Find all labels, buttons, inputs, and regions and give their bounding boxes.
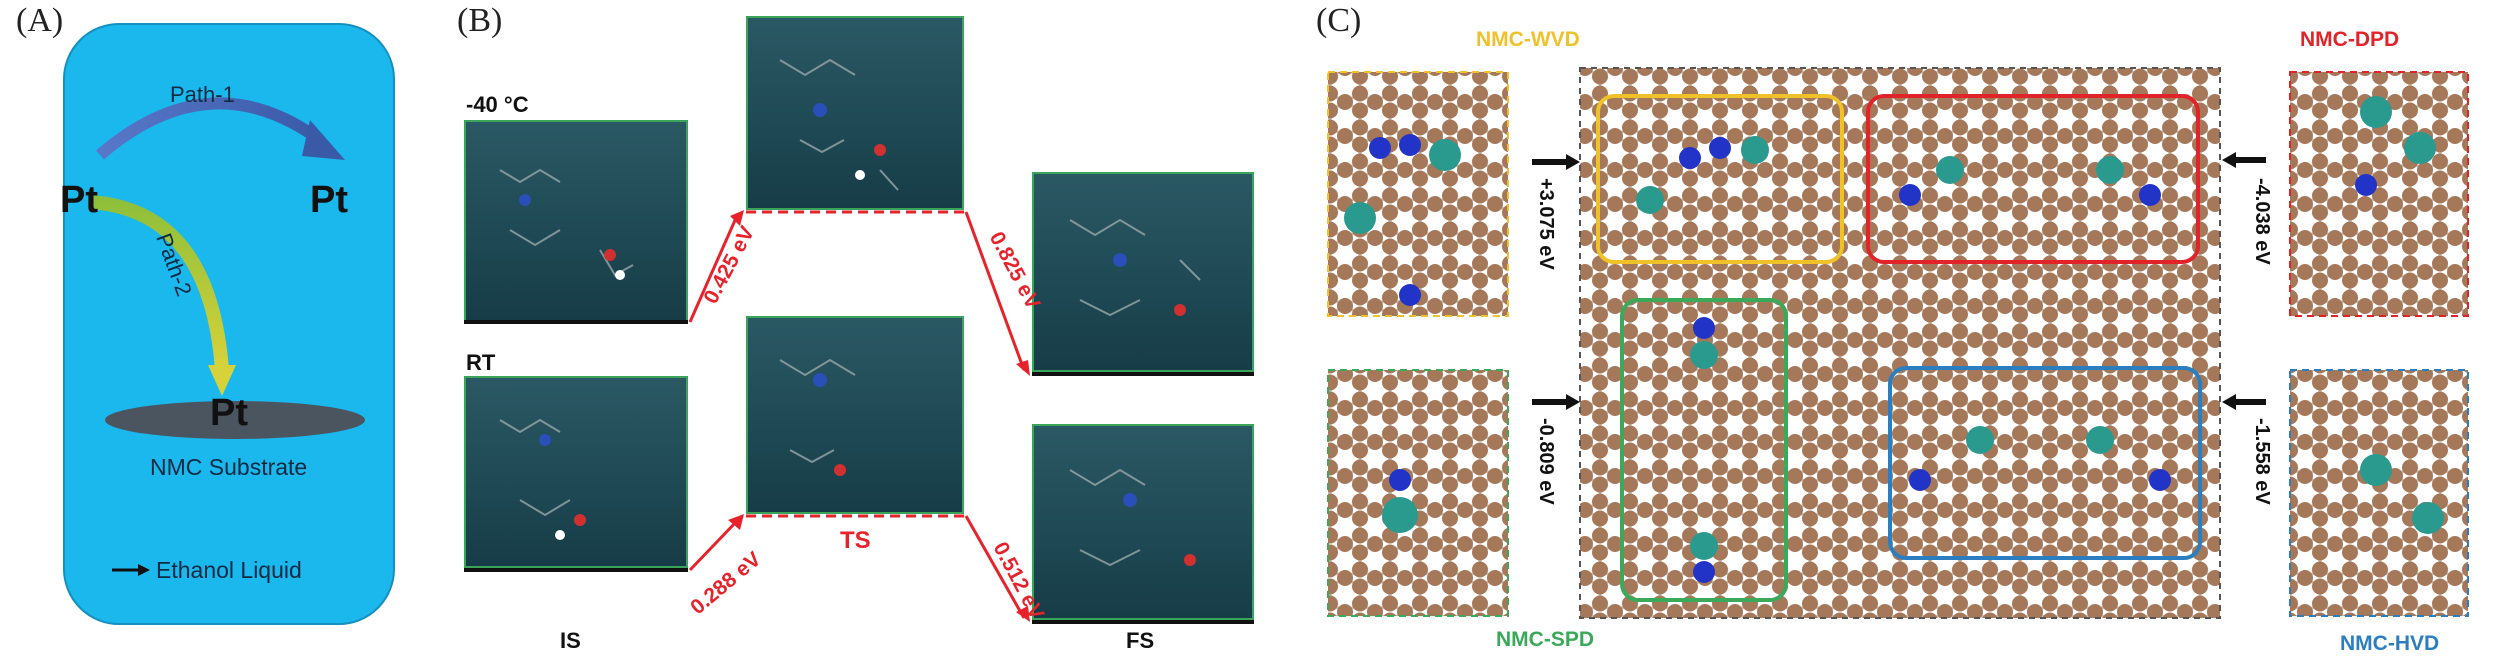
wvd-label: NMC-WVD: [1476, 28, 1580, 51]
panel-c-label: (C): [1316, 2, 1362, 39]
condition-rt: RT: [466, 350, 496, 375]
hvd-defect-box: [1888, 366, 2202, 560]
fs-lower-structure: [1032, 424, 1254, 620]
upper-drop-energy: 0.825 eV: [985, 228, 1045, 313]
dpd-inset-frame: [2289, 71, 2469, 317]
legend-label: Ethanol Liquid: [156, 557, 302, 583]
hvd-label: NMC-HVD: [2340, 632, 2439, 655]
path2-arrowhead: [208, 365, 236, 396]
hvd-inset: [2290, 370, 2468, 616]
molecule-sketches: [499, 58, 1201, 567]
lower-barrier-arrow: [688, 520, 738, 572]
dpd-energy: -4.038 eV: [2251, 178, 2273, 265]
upper-barrier-arrow: [688, 217, 738, 323]
condition-low-temp: -40 °C: [466, 92, 529, 117]
substrate-disk: [105, 401, 365, 439]
wvd-inset-frame: [1327, 71, 1509, 317]
pt-right-label: Pt: [310, 179, 348, 221]
panel-a: Path-1 Path-2 Pt Pt Pt NMC Substrate Eth…: [60, 23, 395, 625]
spd-inset-frame: [1327, 369, 1509, 617]
is-upper-structure: [464, 120, 688, 322]
path1-label: Path-1: [170, 82, 235, 107]
wvd-defect-box: [1596, 94, 1844, 264]
stage-fs: FS: [1126, 628, 1154, 653]
upper-barrier-arrowhead: [730, 210, 744, 226]
hvd-energy: -1.558 eV: [2251, 418, 2273, 505]
stage-ts: TS: [840, 527, 871, 554]
spd-energy: -0.809 eV: [1535, 418, 1557, 505]
spd-inset: [1328, 370, 1508, 616]
upper-drop-arrow: [964, 211, 1026, 371]
dopant-atoms: [1344, 96, 2444, 583]
panel-b-label: (B): [457, 2, 503, 39]
atom-dots: [519, 103, 1196, 566]
dpd-label: NMC-DPD: [2300, 28, 2399, 51]
hvd-arrowhead: [2222, 394, 2236, 410]
lower-drop-arrowhead: [1016, 606, 1030, 622]
spd-defect-box: [1620, 298, 1788, 602]
spd-arrowhead: [1566, 394, 1580, 410]
lower-barrier-arrowhead: [728, 514, 744, 530]
panel-b-overlay: 0.425 eV 0.825 eV 0.288 eV 0.512 eV IS T…: [464, 58, 1254, 653]
upper-drop-arrowhead: [1016, 360, 1030, 376]
path1-arrow: [96, 97, 324, 160]
main-graphene-sheet: [1580, 68, 2220, 618]
ts-upper-structure: [746, 16, 964, 210]
panel-a-background: [63, 23, 395, 625]
dpd-arrowhead: [2222, 152, 2236, 168]
path1-arrowhead: [302, 120, 345, 160]
is-lower-structure: [464, 376, 688, 568]
path2-arrow: [89, 195, 229, 371]
stage-is: IS: [560, 628, 581, 653]
legend-arrowhead: [138, 564, 150, 576]
pt-left-label: Pt: [60, 179, 98, 221]
hvd-inset-frame: [2289, 369, 2469, 617]
wvd-arrowhead: [1566, 154, 1580, 170]
pt-bottom-label: Pt: [210, 392, 248, 434]
panel-c: +3.075 eV -0.809 eV -4.038 eV -1.558 eV …: [1327, 28, 2469, 655]
panel-a-label: (A): [16, 2, 64, 39]
lower-drop-arrow: [964, 515, 1026, 619]
ts-lower-structure: [746, 316, 964, 514]
lower-barrier-energy: 0.288 eV: [686, 548, 765, 620]
wvd-inset: [1328, 72, 1508, 316]
substrate-label: NMC Substrate: [150, 454, 307, 480]
spd-label: NMC-SPD: [1496, 628, 1594, 651]
dpd-defect-box: [1866, 94, 2200, 264]
wvd-energy: +3.075 eV: [1535, 178, 1557, 270]
fs-upper-structure: [1032, 172, 1254, 372]
main-sheet-frame: [1579, 67, 2221, 619]
